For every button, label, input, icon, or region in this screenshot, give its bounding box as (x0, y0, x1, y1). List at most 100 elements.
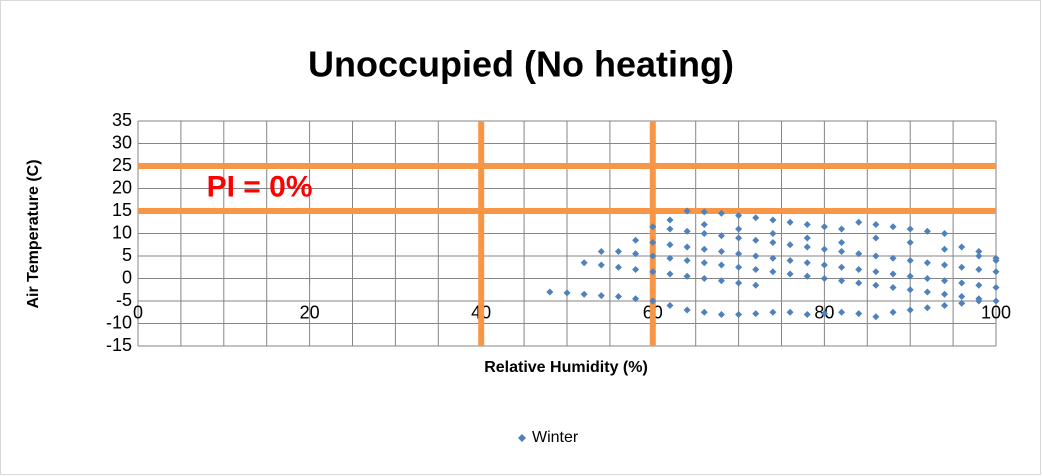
data-point (923, 304, 931, 312)
data-point (717, 277, 725, 285)
data-point (889, 223, 897, 231)
data-point (735, 250, 743, 258)
x-axis-title: Relative Humidity (%) (484, 359, 648, 376)
data-point (975, 266, 983, 273)
data-point (872, 281, 880, 289)
data-point (632, 266, 640, 273)
data-point (683, 243, 691, 251)
data-point (700, 230, 708, 237)
data-point (752, 236, 760, 244)
data-point (769, 216, 777, 224)
data-point (855, 218, 863, 226)
data-point (649, 223, 657, 231)
data-point (889, 308, 897, 316)
data-point (786, 270, 794, 278)
data-point (666, 241, 674, 249)
data-point (838, 263, 846, 271)
data-point (975, 252, 983, 260)
data-point (855, 266, 863, 273)
data-point (838, 225, 846, 233)
data-point (666, 254, 674, 262)
data-point (975, 248, 983, 255)
data-point (958, 263, 966, 271)
data-point (683, 207, 691, 215)
data-point (906, 225, 914, 233)
data-point (683, 257, 691, 264)
y-tick-label: 25 (112, 155, 132, 175)
data-point (632, 295, 640, 303)
data-point (700, 275, 708, 282)
data-point (752, 310, 760, 318)
data-point (803, 243, 811, 251)
y-tick-label: 20 (112, 177, 132, 197)
data-point (735, 279, 743, 287)
data-point (666, 270, 674, 278)
data-point (769, 268, 777, 276)
data-point (786, 308, 794, 316)
data-point (803, 221, 811, 228)
data-point (838, 308, 846, 316)
data-point (717, 232, 725, 240)
data-point (649, 239, 657, 246)
data-point (855, 310, 863, 318)
data-point (752, 281, 760, 289)
chart-title: Unoccupied (No heating) (308, 44, 734, 85)
data-point (906, 272, 914, 280)
data-point (735, 212, 743, 219)
data-point (735, 311, 743, 318)
data-point (632, 236, 640, 244)
y-tick-label: 10 (112, 222, 132, 242)
data-point (614, 293, 622, 300)
data-point (803, 234, 811, 242)
data-point (923, 259, 931, 267)
x-tick-label: 20 (300, 302, 320, 322)
data-point (820, 245, 828, 253)
data-point (941, 290, 949, 298)
data-point (872, 234, 880, 242)
data-point (649, 268, 657, 276)
data-point (717, 248, 725, 255)
data-point (992, 297, 1000, 305)
data-point (992, 257, 1000, 264)
x-tick-label: 100 (981, 302, 1011, 322)
y-tick-label: -5 (116, 290, 132, 310)
data-point (649, 297, 657, 305)
data-point (820, 223, 828, 231)
y-axis-title: Air Temperature (C) (25, 159, 42, 308)
data-point (580, 290, 588, 298)
data-point (838, 277, 846, 285)
data-point (820, 261, 828, 269)
data-point (975, 281, 983, 289)
data-point (992, 268, 1000, 276)
data-point (803, 272, 811, 280)
data-point (889, 254, 897, 262)
data-point (803, 311, 811, 318)
data-point (769, 230, 777, 237)
data-point (597, 292, 605, 300)
data-point (958, 299, 966, 307)
data-point (786, 218, 794, 226)
data-point (700, 208, 708, 216)
data-point (632, 250, 640, 258)
data-point (906, 306, 914, 314)
y-tick-label: -15 (106, 335, 132, 355)
data-point (717, 311, 725, 318)
data-point (769, 254, 777, 262)
data-point (975, 295, 983, 303)
data-point (717, 209, 725, 217)
data-point (735, 225, 743, 233)
data-point (941, 277, 949, 285)
data-point (683, 306, 691, 314)
data-point (563, 289, 571, 297)
data-point (752, 252, 760, 260)
data-point (666, 216, 674, 224)
data-point (786, 257, 794, 264)
annotation: PI = 0% (207, 170, 313, 203)
data-point (923, 275, 931, 282)
data-point (820, 275, 828, 282)
y-tick-label: 5 (122, 245, 132, 265)
x-tick-label: 0 (133, 302, 143, 322)
data-point (958, 293, 966, 300)
data-point (649, 252, 657, 260)
data-point (941, 230, 949, 237)
